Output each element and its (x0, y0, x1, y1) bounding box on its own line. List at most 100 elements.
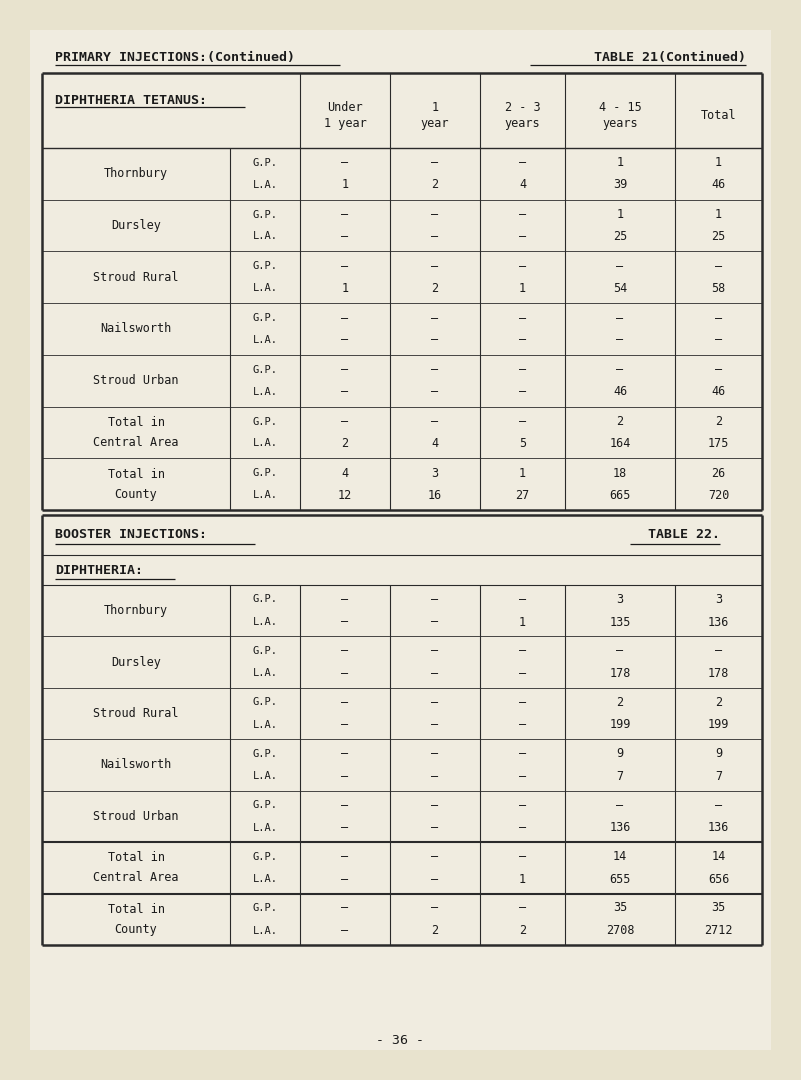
Text: year: year (421, 117, 449, 130)
Text: –: – (617, 260, 623, 273)
Text: Total in: Total in (107, 468, 164, 481)
Text: Total in: Total in (107, 416, 164, 429)
Text: Nailsworth: Nailsworth (100, 758, 171, 771)
Text: G.P.: G.P. (252, 365, 277, 375)
Text: –: – (617, 334, 623, 347)
Text: 2: 2 (432, 924, 439, 937)
Text: –: – (432, 208, 439, 221)
Text: Thornbury: Thornbury (104, 167, 168, 180)
Text: –: – (341, 230, 348, 243)
Text: 2: 2 (617, 696, 623, 708)
Text: L.A.: L.A. (252, 231, 277, 242)
Text: –: – (432, 850, 439, 863)
Text: 2: 2 (432, 282, 439, 295)
Text: 14: 14 (613, 850, 627, 863)
Text: –: – (432, 645, 439, 658)
Text: 1 year: 1 year (324, 117, 366, 130)
Text: 2: 2 (341, 436, 348, 449)
Text: –: – (432, 718, 439, 731)
Text: –: – (341, 260, 348, 273)
Text: –: – (519, 415, 526, 428)
Text: –: – (519, 386, 526, 399)
Text: –: – (341, 667, 348, 680)
Text: –: – (715, 312, 722, 325)
Text: 656: 656 (708, 873, 729, 886)
Text: Stroud Rural: Stroud Rural (93, 271, 179, 284)
Text: G.P.: G.P. (252, 594, 277, 605)
Text: –: – (341, 747, 348, 760)
Text: 136: 136 (708, 821, 729, 834)
Text: –: – (432, 821, 439, 834)
Text: –: – (341, 850, 348, 863)
Text: L.A.: L.A. (252, 720, 277, 730)
Text: 1: 1 (341, 178, 348, 191)
Text: 4: 4 (341, 467, 348, 480)
Text: L.A.: L.A. (252, 771, 277, 781)
Text: –: – (432, 312, 439, 325)
Text: L.A.: L.A. (252, 387, 277, 396)
Text: G.P.: G.P. (252, 469, 277, 478)
Text: 54: 54 (613, 282, 627, 295)
Text: Central Area: Central Area (93, 436, 179, 449)
Text: –: – (519, 230, 526, 243)
Text: 4 - 15: 4 - 15 (598, 102, 642, 114)
Text: 46: 46 (711, 178, 726, 191)
Text: –: – (519, 798, 526, 811)
Text: L.A.: L.A. (252, 179, 277, 190)
Text: L.A.: L.A. (252, 669, 277, 678)
Text: –: – (519, 850, 526, 863)
Text: –: – (432, 386, 439, 399)
Text: 3: 3 (432, 467, 439, 480)
Text: 2708: 2708 (606, 924, 634, 937)
Text: 2: 2 (617, 415, 623, 428)
Text: L.A.: L.A. (252, 283, 277, 293)
Text: Nailsworth: Nailsworth (100, 323, 171, 336)
Text: L.A.: L.A. (252, 617, 277, 627)
Text: 1: 1 (715, 208, 722, 221)
Text: 178: 178 (708, 667, 729, 680)
Text: 1: 1 (519, 873, 526, 886)
Text: 199: 199 (610, 718, 630, 731)
Text: 2712: 2712 (704, 924, 733, 937)
Text: 7: 7 (617, 770, 623, 783)
Text: –: – (341, 821, 348, 834)
Text: 26: 26 (711, 467, 726, 480)
Text: –: – (519, 696, 526, 708)
Text: Total in: Total in (107, 851, 164, 864)
Text: 35: 35 (613, 902, 627, 915)
Text: –: – (715, 260, 722, 273)
Text: Total in: Total in (107, 903, 164, 916)
Text: G.P.: G.P. (252, 800, 277, 810)
Text: –: – (519, 157, 526, 170)
Text: –: – (432, 363, 439, 376)
Text: –: – (341, 334, 348, 347)
Text: 2: 2 (519, 924, 526, 937)
Text: –: – (341, 593, 348, 606)
Text: 5: 5 (519, 436, 526, 449)
Text: –: – (432, 770, 439, 783)
Text: –: – (341, 924, 348, 937)
Text: 178: 178 (610, 667, 630, 680)
Text: –: – (617, 798, 623, 811)
Text: years: years (505, 117, 541, 130)
Text: DIPHTHERIA TETANUS:: DIPHTHERIA TETANUS: (55, 94, 207, 107)
Text: –: – (341, 312, 348, 325)
Text: 1: 1 (519, 282, 526, 295)
Text: –: – (519, 770, 526, 783)
Text: –: – (519, 902, 526, 915)
Text: L.A.: L.A. (252, 438, 277, 448)
Text: G.P.: G.P. (252, 313, 277, 323)
Text: –: – (432, 667, 439, 680)
Text: 199: 199 (708, 718, 729, 731)
Text: –: – (432, 260, 439, 273)
Text: –: – (519, 747, 526, 760)
Text: –: – (519, 363, 526, 376)
Text: –: – (432, 747, 439, 760)
Text: G.P.: G.P. (252, 748, 277, 758)
Text: Under: Under (327, 102, 363, 114)
Text: 39: 39 (613, 178, 627, 191)
Text: 2: 2 (715, 415, 722, 428)
Text: Dursley: Dursley (111, 219, 161, 232)
Text: –: – (715, 798, 722, 811)
Text: –: – (341, 157, 348, 170)
